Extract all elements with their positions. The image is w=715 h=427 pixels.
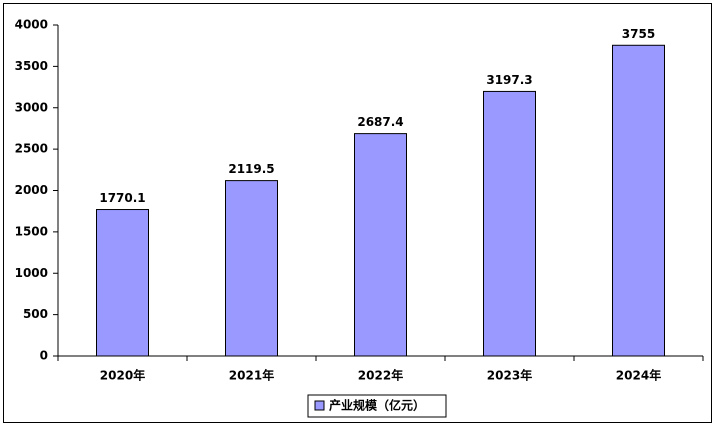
legend-swatch xyxy=(314,400,325,411)
y-tick-label: 4000 xyxy=(15,18,48,32)
value-label: 2687.4 xyxy=(357,115,403,129)
y-tick-label: 0 xyxy=(40,349,48,363)
x-tick-label: 2022年 xyxy=(358,368,403,383)
value-label: 2119.5 xyxy=(228,162,274,176)
y-tick-label: 3500 xyxy=(15,59,48,73)
y-tick-label: 3000 xyxy=(15,100,48,114)
value-label: 3197.3 xyxy=(486,73,532,87)
value-label: 1770.1 xyxy=(99,191,145,205)
bar xyxy=(483,90,536,357)
x-tick-label: 2023年 xyxy=(487,368,532,383)
bar xyxy=(354,133,407,357)
legend-box xyxy=(307,394,447,418)
value-label: 3755 xyxy=(622,27,655,41)
y-tick-label: 2000 xyxy=(15,183,48,197)
bar xyxy=(612,44,665,357)
y-tick-label: 1000 xyxy=(15,266,48,280)
legend-label: 产业规模（亿元） xyxy=(329,398,425,413)
bar xyxy=(96,209,149,357)
x-tick-label: 2021年 xyxy=(229,368,274,383)
x-tick-label: 2024年 xyxy=(616,368,661,383)
y-tick-label: 500 xyxy=(23,307,48,321)
y-tick-label: 1500 xyxy=(15,224,48,238)
y-tick-label: 2500 xyxy=(15,142,48,156)
bar xyxy=(225,180,278,357)
x-tick-label: 2020年 xyxy=(100,368,145,383)
